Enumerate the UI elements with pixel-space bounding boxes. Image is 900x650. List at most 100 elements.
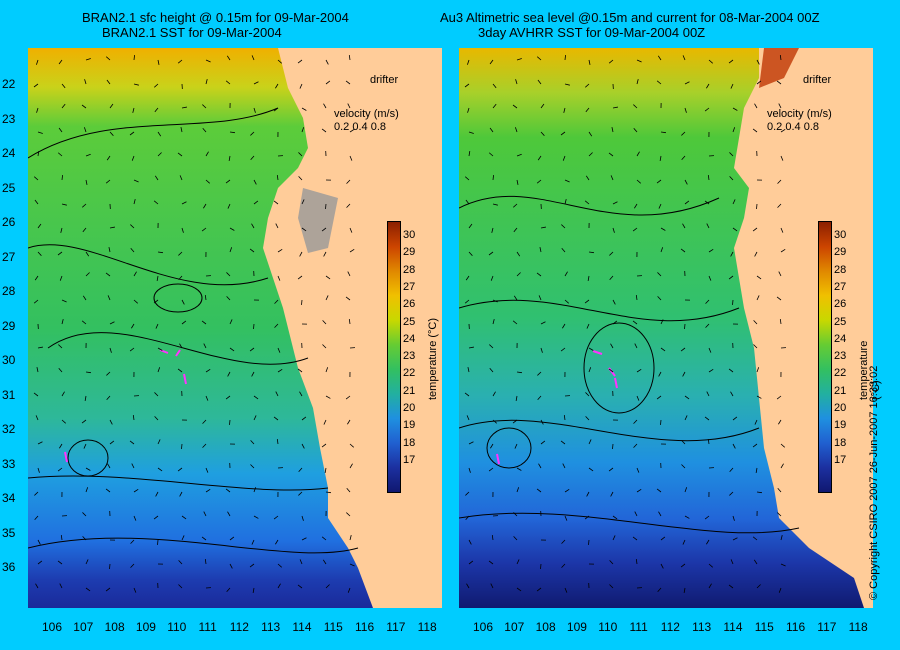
current-vector xyxy=(177,368,183,373)
lon-tick: 108 xyxy=(535,620,556,634)
current-vector xyxy=(253,179,257,185)
current-vector xyxy=(133,488,139,493)
current-vector xyxy=(251,371,255,377)
current-vector xyxy=(154,392,159,397)
current-vector xyxy=(732,127,736,133)
colorbar-tick: 26 xyxy=(403,298,416,311)
current-vector xyxy=(253,487,257,493)
drifter-track xyxy=(614,377,618,389)
current-vector xyxy=(85,58,91,61)
velocity-values: 0.2 0.4 0.8 xyxy=(767,121,819,133)
current-vector xyxy=(464,392,470,397)
current-vector xyxy=(780,463,784,469)
current-vector xyxy=(489,344,494,349)
current-vector xyxy=(34,275,39,281)
current-vector xyxy=(492,103,497,109)
current-vector xyxy=(202,127,207,133)
current-vector xyxy=(325,367,329,373)
current-vector xyxy=(85,272,90,277)
current-vector xyxy=(777,487,782,493)
current-vector xyxy=(133,199,136,205)
current-vector xyxy=(205,488,211,493)
current-vector xyxy=(347,103,351,109)
current-vector xyxy=(588,59,591,65)
lat-tick: 28 xyxy=(2,284,16,298)
current-vector xyxy=(492,174,494,181)
current-vector xyxy=(181,106,187,109)
current-vector xyxy=(680,563,686,568)
current-vector xyxy=(325,395,331,399)
current-vector xyxy=(251,223,255,229)
current-vector xyxy=(752,128,758,133)
current-vector xyxy=(33,83,39,88)
current-vector xyxy=(179,343,183,349)
current-vector xyxy=(227,203,231,209)
current-vector xyxy=(492,419,498,424)
current-vector xyxy=(60,534,63,541)
colorbar-tick: 22 xyxy=(834,367,847,380)
current-vector xyxy=(730,391,734,397)
current-vector xyxy=(492,203,498,206)
current-vector xyxy=(756,367,760,373)
current-vector xyxy=(323,251,327,257)
current-vector xyxy=(276,174,279,181)
current-vector xyxy=(515,79,518,85)
current-vector xyxy=(180,127,183,133)
current-vector xyxy=(345,296,351,301)
current-vector xyxy=(706,83,710,89)
current-vector xyxy=(61,419,67,424)
current-vector xyxy=(301,199,305,205)
current-vector xyxy=(780,128,786,133)
current-vector xyxy=(277,275,281,281)
current-vector xyxy=(297,584,303,589)
current-vector xyxy=(130,224,135,229)
current-vector xyxy=(586,323,590,329)
current-vector xyxy=(250,440,255,445)
current-vector xyxy=(756,295,760,301)
current-vector xyxy=(106,395,111,400)
current-vector xyxy=(229,247,233,253)
current-vector xyxy=(754,251,758,257)
current-vector xyxy=(253,515,259,519)
current-vector xyxy=(85,153,91,157)
lat-tick: 29 xyxy=(2,318,16,333)
colorbar-tick: 21 xyxy=(834,384,847,397)
current-vector xyxy=(634,203,638,209)
current-vector xyxy=(57,251,63,256)
current-vector xyxy=(708,59,714,64)
current-vector xyxy=(564,199,567,205)
current-vector xyxy=(560,131,566,136)
current-vector xyxy=(178,560,183,565)
current-vector xyxy=(301,107,307,111)
current-vector xyxy=(656,488,662,493)
current-vector xyxy=(85,587,91,592)
lon-tick: 113 xyxy=(692,620,712,634)
current-vector xyxy=(636,59,642,63)
current-vector xyxy=(202,443,207,448)
current-vector xyxy=(684,107,687,113)
current-vector xyxy=(249,563,255,568)
current-vector xyxy=(349,227,353,233)
current-vector xyxy=(756,59,760,65)
current-vector xyxy=(131,155,135,161)
velocity-title: velocity (m/s) xyxy=(767,108,832,120)
current-vector xyxy=(779,318,782,325)
current-vector xyxy=(516,251,521,257)
lon-tick: 111 xyxy=(198,620,217,634)
current-vector xyxy=(109,226,115,229)
current-vector xyxy=(660,247,664,253)
current-vector xyxy=(85,487,89,493)
lon-tick: 118 xyxy=(848,620,868,634)
current-vector xyxy=(636,488,642,493)
current-vector xyxy=(81,419,87,424)
current-vector xyxy=(297,59,303,64)
current-vector xyxy=(584,299,590,304)
drifter-track xyxy=(183,373,187,385)
colorbar-tick: 28 xyxy=(403,263,416,276)
current-vector xyxy=(513,203,518,208)
current-vector xyxy=(251,539,255,545)
current-vector xyxy=(251,55,255,61)
current-vector xyxy=(273,416,279,421)
current-vector xyxy=(109,321,115,325)
current-vector xyxy=(704,416,710,421)
